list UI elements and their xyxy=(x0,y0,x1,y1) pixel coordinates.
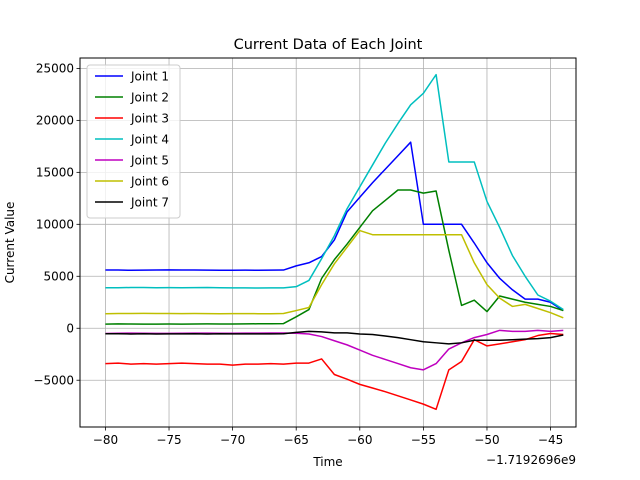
legend-label-joint-7: Joint 7 xyxy=(130,196,169,210)
x-tick-label: −55 xyxy=(411,433,436,447)
y-tick-label: 20000 xyxy=(36,114,74,128)
y-tick-label: 25000 xyxy=(36,62,74,76)
series-line-joint-1 xyxy=(105,141,564,312)
x-axis-offset-label: −1.7192696e9 xyxy=(486,453,576,467)
grid xyxy=(80,58,576,427)
plot-frame xyxy=(79,57,577,428)
x-tick-label: −70 xyxy=(220,433,245,447)
legend-label-joint-3: Joint 3 xyxy=(130,112,169,126)
series-line-joint-3 xyxy=(105,332,564,411)
x-axis-label: Time xyxy=(312,455,342,469)
legend-frame xyxy=(86,64,181,219)
y-tick-label: −5000 xyxy=(33,374,74,388)
legend-label-joint-6: Joint 6 xyxy=(130,175,169,189)
series-line-joint-4 xyxy=(105,73,564,311)
x-tick-label: −65 xyxy=(284,433,309,447)
y-tick-label: 15000 xyxy=(36,166,74,180)
x-tick-label: −60 xyxy=(347,433,372,447)
series-line-joint-6 xyxy=(105,229,564,319)
x-tick-label: −50 xyxy=(474,433,499,447)
legend-label-joint-5: Joint 5 xyxy=(130,154,169,168)
x-tick-label: −45 xyxy=(538,433,563,447)
series-layer xyxy=(105,73,564,411)
y-tick-label: 10000 xyxy=(36,218,74,232)
y-axis-label: Current Value xyxy=(3,202,17,284)
x-tick-label: −75 xyxy=(156,433,181,447)
x-tick-label: −80 xyxy=(93,433,118,447)
legend-label-joint-2: Joint 2 xyxy=(130,91,169,105)
axis-ticks: −80 −75 −70 −65 −60 −55 −50 −45 −5000 0 5000 10000 1… xyxy=(33,62,563,447)
legend-label-joint-4: Joint 4 xyxy=(130,133,169,147)
legend-label-joint-1: Joint 1 xyxy=(130,70,169,84)
legend: Joint 1 Joint 2 Joint 3 Joint 4 Joint 5 Joint… xyxy=(86,64,181,219)
y-tick-label: 0 xyxy=(66,322,74,336)
chart-title: Current Data of Each Joint xyxy=(234,37,423,53)
y-tick-label: 5000 xyxy=(43,270,74,284)
series-line-joint-7 xyxy=(105,330,564,345)
series-line-joint-2 xyxy=(105,189,564,325)
